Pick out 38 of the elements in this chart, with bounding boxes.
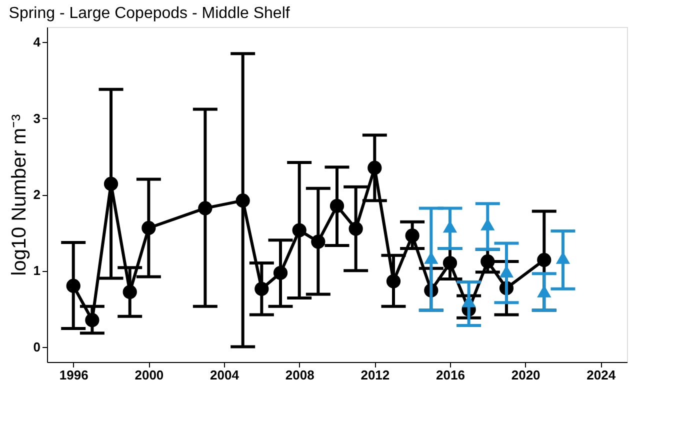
y-tick-label: 2 xyxy=(33,187,40,202)
x-tick-label: 2020 xyxy=(511,368,540,382)
x-tick-label: 2012 xyxy=(360,368,390,382)
point xyxy=(198,201,212,216)
point xyxy=(66,278,80,293)
point xyxy=(480,218,495,230)
y-tick-label: 3 xyxy=(33,110,40,126)
point xyxy=(556,252,570,264)
y-axis-title: log10 Number m⁻³ xyxy=(8,114,30,276)
x-tick-label: 1996 xyxy=(59,368,88,382)
point xyxy=(122,284,137,300)
point xyxy=(424,252,438,264)
point xyxy=(292,223,306,238)
point xyxy=(368,160,382,175)
point xyxy=(330,198,344,213)
point xyxy=(311,234,326,249)
y-tick-label: 4 xyxy=(33,34,42,50)
y-tick-label: 0 xyxy=(33,339,40,354)
x-tick-label: 2008 xyxy=(285,368,314,382)
x-tick-label: 2000 xyxy=(134,368,164,382)
x-tick-label: 2004 xyxy=(210,368,240,382)
x-tick-label: 2024 xyxy=(586,368,616,382)
point xyxy=(386,274,401,288)
point xyxy=(348,222,363,236)
point xyxy=(537,285,552,298)
point xyxy=(537,252,552,268)
point xyxy=(142,220,156,236)
point xyxy=(442,256,458,270)
point xyxy=(480,254,495,269)
chart-title: Spring - Large Copepods - Middle Shelf xyxy=(8,5,290,22)
x-tick-label: 2016 xyxy=(436,368,465,382)
point xyxy=(85,313,100,328)
point xyxy=(273,266,288,280)
point xyxy=(405,228,420,243)
point xyxy=(236,194,250,208)
point xyxy=(104,176,118,191)
y-tick-label: 1 xyxy=(33,263,40,278)
point xyxy=(254,282,269,296)
